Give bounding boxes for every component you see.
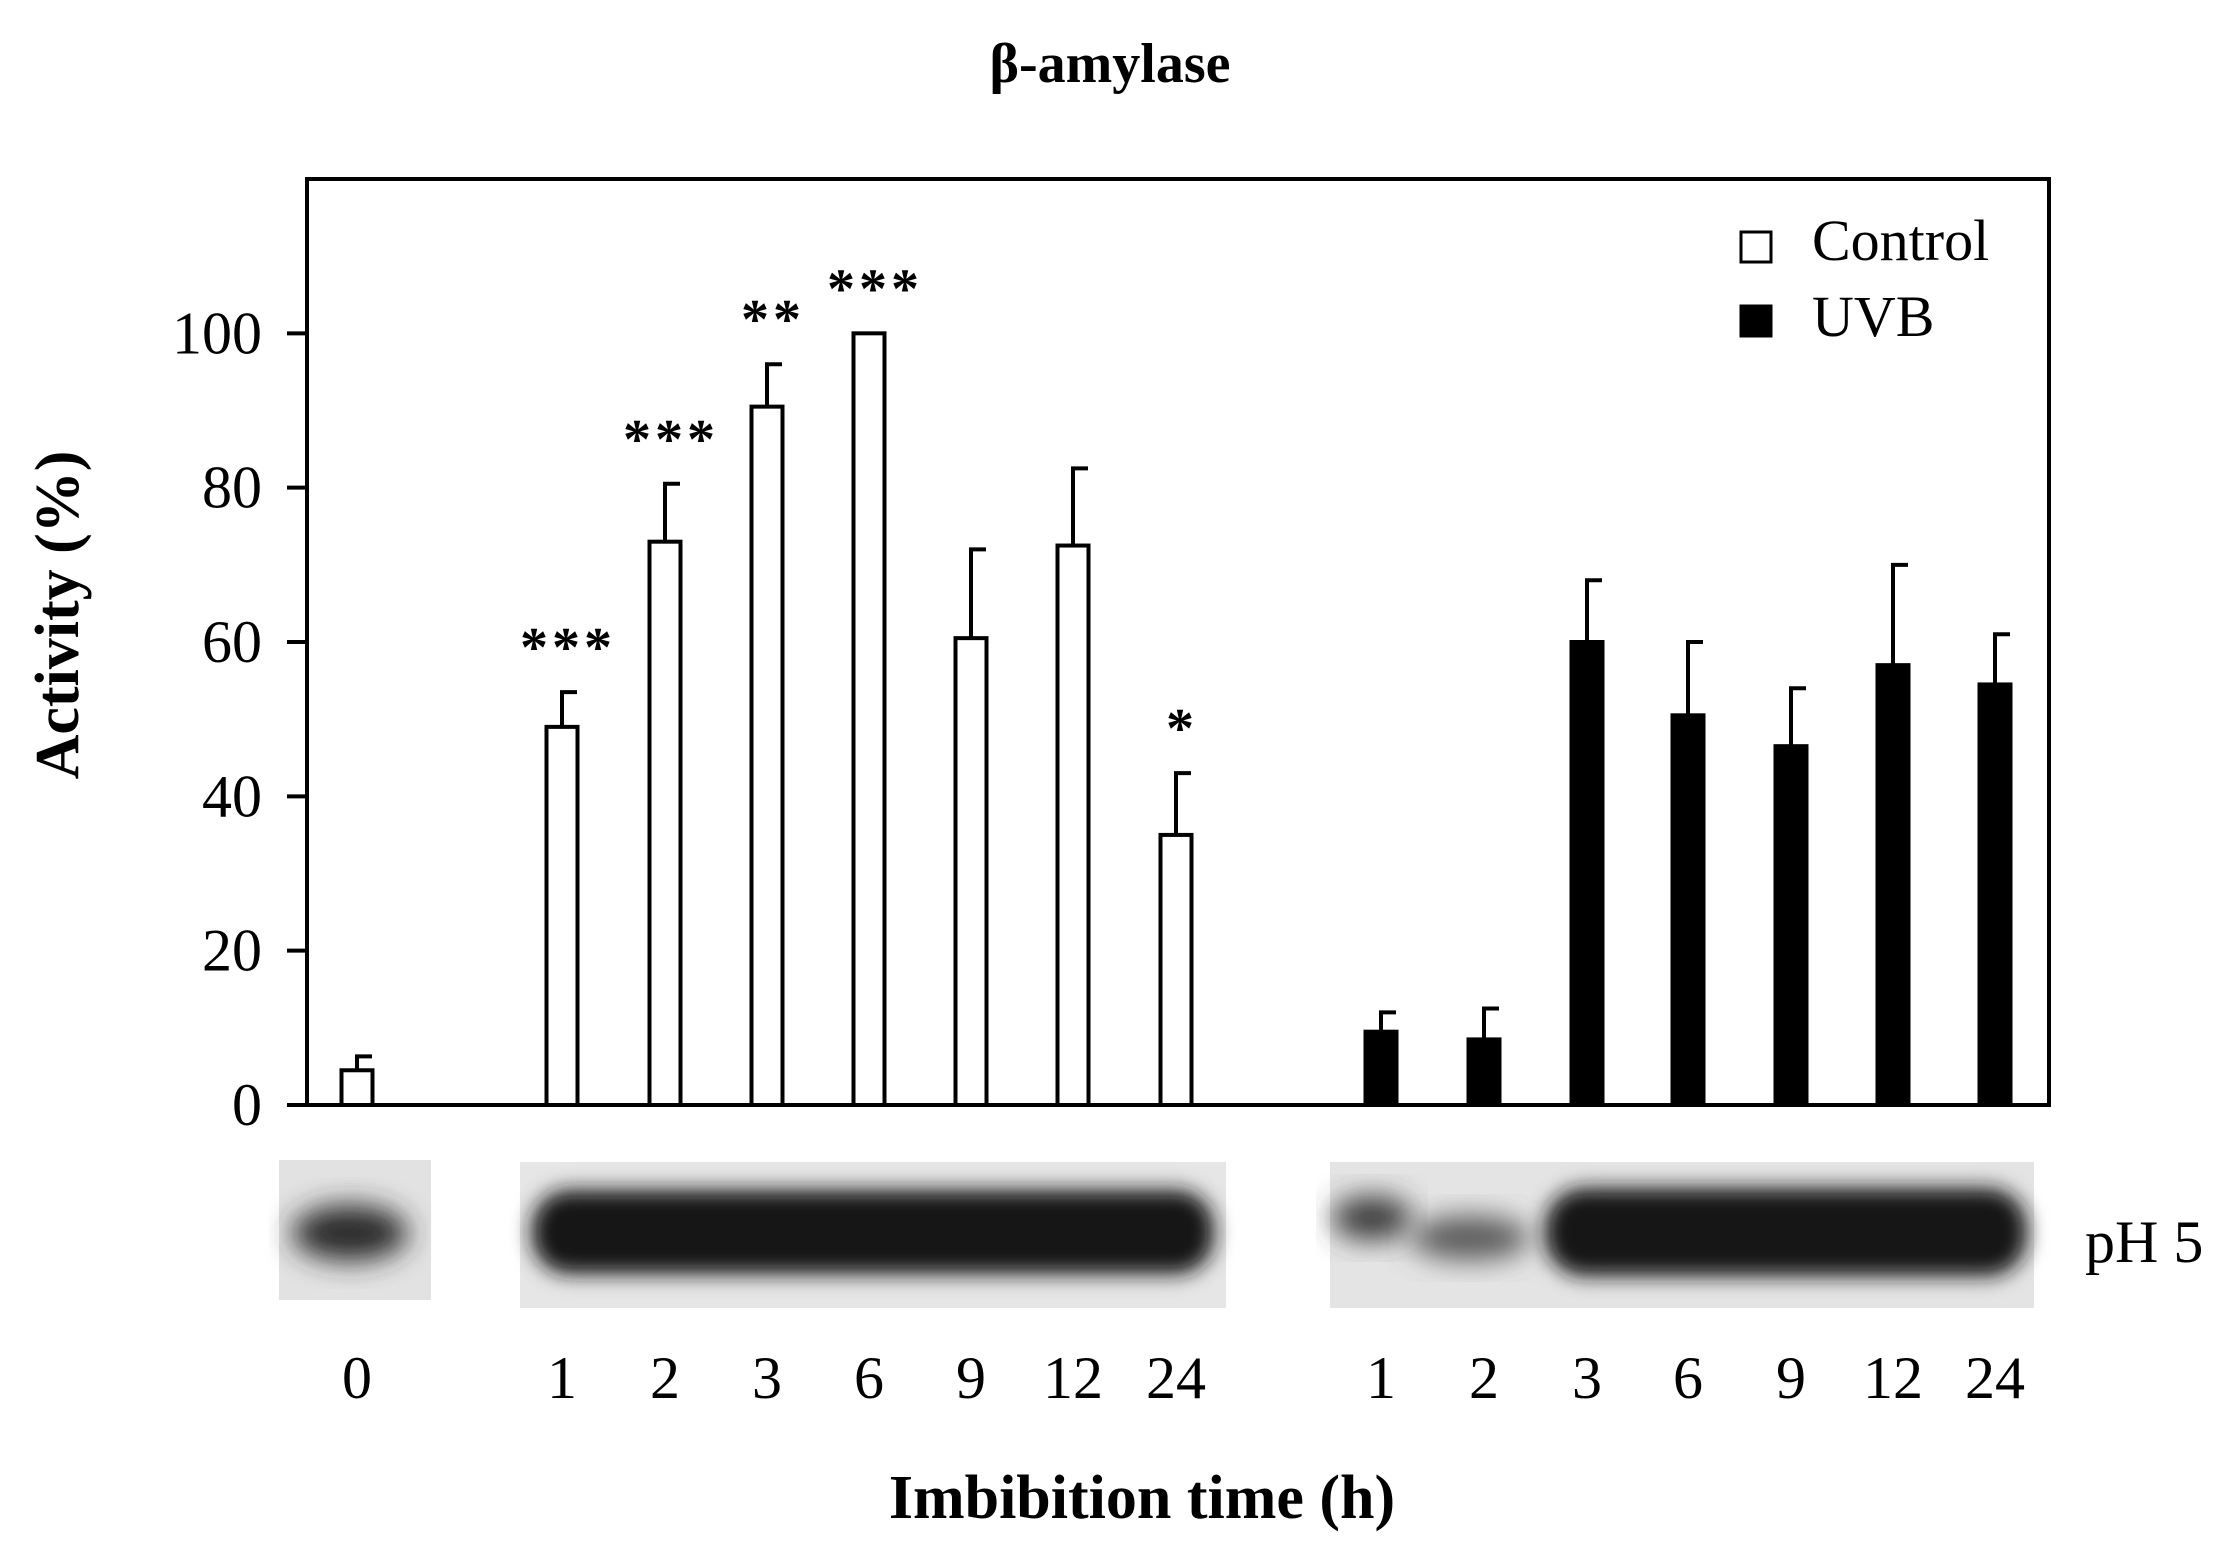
y-tick-label: 0 xyxy=(232,1072,262,1138)
y-axis: 0 20 40 60 80 100 xyxy=(172,300,307,1138)
x-tick-label-uvb-6: 6 xyxy=(1673,1345,1703,1411)
x-tick-label-control-12: 12 xyxy=(1043,1345,1103,1411)
gel-label-ph5: pH 5 xyxy=(2085,1209,2203,1275)
bar-control-9h xyxy=(953,636,989,1107)
bars-layer xyxy=(339,331,2013,1108)
legend-control-swatch xyxy=(1739,230,1773,264)
bar-control-0h xyxy=(339,1068,375,1108)
errorbars-layer xyxy=(355,362,2010,1071)
significance-control-2h: *** xyxy=(623,409,719,471)
bar-control-24h xyxy=(1158,832,1194,1108)
legend-uvb-swatch xyxy=(1739,304,1773,338)
legend-uvb-label: UVB xyxy=(1812,284,1934,349)
significance-control-6h: *** xyxy=(827,258,923,320)
x-tick-label-control-24: 24 xyxy=(1146,1345,1206,1411)
bar-uvb-9h xyxy=(1773,744,1809,1107)
x-tick-label-control-6: 6 xyxy=(854,1345,884,1411)
x-tick-label-uvb-2: 2 xyxy=(1469,1345,1499,1411)
y-tick-label: 40 xyxy=(202,763,262,829)
significance-control-24h: * xyxy=(1166,698,1198,760)
x-tick-label-control-1: 1 xyxy=(547,1345,577,1411)
x-tick-label-uvb-9: 9 xyxy=(1776,1345,1806,1411)
bar-uvb-6h xyxy=(1670,713,1706,1108)
bar-control-12h xyxy=(1055,543,1091,1107)
bar-control-3h xyxy=(749,404,785,1107)
gel-panel-control-0h xyxy=(279,1160,431,1300)
gel-panel-control xyxy=(520,1162,1226,1308)
y-tick-label: 60 xyxy=(202,609,262,675)
bar-uvb-2h xyxy=(1466,1037,1502,1107)
x-tick-label-uvb-24: 24 xyxy=(1965,1345,2025,1411)
x-axis-label: Imbibition time (h) xyxy=(889,1464,1395,1532)
chart-title: β-amylase xyxy=(989,33,1230,95)
significance-control-1h: *** xyxy=(520,617,616,679)
bar-control-1h xyxy=(544,724,580,1108)
x-tick-label-control-9: 9 xyxy=(956,1345,986,1411)
significance-layer: ******** **** xyxy=(520,258,1198,760)
significance-control-3h: ** xyxy=(741,289,805,351)
x-tick-label-control-0: 0 xyxy=(342,1345,372,1411)
y-tick-label: 80 xyxy=(202,455,262,521)
y-axis-label: Activity (%) xyxy=(24,451,92,780)
x-tick-label-uvb-1: 1 xyxy=(1366,1345,1396,1411)
gel-panel-uvb xyxy=(1330,1162,2034,1308)
legend: Control UVB xyxy=(1739,208,1989,349)
x-tick-label-uvb-3: 3 xyxy=(1572,1345,1602,1411)
legend-control-label: Control xyxy=(1812,208,1989,273)
bar-uvb-1h xyxy=(1363,1029,1399,1107)
y-tick-label: 20 xyxy=(202,918,262,984)
bar-uvb-3h xyxy=(1569,640,1605,1107)
bar-control-6h xyxy=(851,331,887,1108)
x-tick-labels: 0 1 2 3 6 9 12 24 1 2 3 6 9 12 24 xyxy=(342,1345,2025,1411)
bar-uvb-24h xyxy=(1977,682,2013,1107)
x-tick-label-uvb-12: 12 xyxy=(1863,1345,1923,1411)
bar-uvb-12h xyxy=(1875,663,1911,1108)
y-tick-label: 100 xyxy=(172,300,262,366)
x-tick-label-control-3: 3 xyxy=(752,1345,782,1411)
x-tick-label-control-2: 2 xyxy=(650,1345,680,1411)
bar-control-2h xyxy=(647,539,683,1107)
gel-image: pH 5 xyxy=(279,1160,2203,1308)
